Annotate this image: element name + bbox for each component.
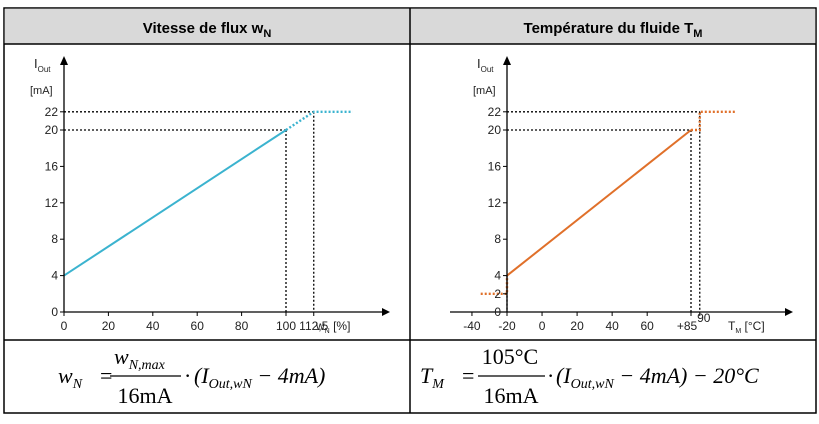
y-tick-label: 22 [45, 105, 59, 119]
x-tick-label: 60 [641, 319, 655, 333]
y-tick-label: 4 [51, 269, 58, 283]
formula-lhs: wN [58, 363, 83, 392]
x-tick-label: 112,5 [299, 319, 328, 333]
series-line [63, 129, 287, 277]
x-tick-label: -40 [463, 319, 481, 333]
series-line [691, 110, 735, 132]
y-axis-unit: [mA] [473, 85, 496, 97]
y-tick-label: 20 [488, 123, 502, 137]
formula-lhs: TM [420, 363, 445, 392]
formula-dot: · [184, 363, 191, 388]
series-line [285, 110, 353, 132]
x-tick-label: 20 [570, 319, 584, 333]
y-tick-label: 12 [488, 196, 502, 210]
y-tick-label: 4 [494, 269, 501, 283]
x-tick-label: 100 [276, 319, 296, 333]
formula-numerator: 105°C [482, 344, 538, 369]
x-tick-label: -20 [498, 319, 516, 333]
flow-speed-chart: 0 4 8 12 16 20 22 0 20 40 60 80 100 112,5 IOut [mA] wN [… [30, 56, 390, 335]
series-line [506, 129, 692, 277]
flow-speed-formula: wN = wN,max 16mA · (IOut,wN − 4mA) [58, 344, 325, 408]
y-axis-arrow [503, 56, 511, 65]
y-tick-label: 8 [51, 232, 58, 246]
y-tick-label: 0 [51, 305, 58, 319]
y-axis-arrow [60, 56, 68, 65]
x-tick-label: 80 [235, 319, 249, 333]
x-tick-label: 40 [146, 319, 160, 333]
right-header-title: Température du fluide TM [524, 20, 703, 40]
y-tick-label: 8 [494, 232, 501, 246]
formula-equals: = [462, 363, 474, 388]
y-tick-label: 2 [494, 287, 501, 301]
y-tick-label: 22 [488, 105, 502, 119]
right-header-cell [410, 8, 816, 44]
temperature-formula: TM = 105°C 16mA · (IOut,wN − 4mA) − 20°C [420, 344, 759, 408]
y-axis-label: IOut [477, 56, 494, 74]
formula-equals: = [100, 363, 112, 388]
formula-denominator: 16mA [118, 383, 173, 408]
left-header-cell [4, 8, 410, 44]
x-axis-label: wN [%] [315, 319, 350, 335]
x-axis-label: TM [°C] [728, 319, 765, 335]
y-tick-label: 0 [494, 305, 501, 319]
formula-paren: (IOut,wN − 4mA) − 20°C [556, 363, 759, 392]
x-tick-label: 20 [102, 319, 116, 333]
x-tick-label: 90 [697, 311, 711, 325]
y-tick-label: 16 [45, 159, 59, 173]
y-axis-label: IOut [34, 56, 51, 74]
table-grid [3, 7, 817, 414]
formula-numerator: wN,max [114, 344, 166, 373]
formula-dot: · [547, 363, 554, 388]
left-header-title: Vitesse de flux wN [143, 20, 272, 40]
y-tick-label: 12 [45, 196, 59, 210]
x-tick-label: 60 [191, 319, 205, 333]
y-axis-unit: [mA] [30, 85, 53, 97]
x-axis-arrow [382, 308, 390, 316]
series-line [480, 275, 509, 295]
x-axis-arrow [785, 308, 793, 316]
formula-denominator: 16mA [484, 383, 539, 408]
formula-paren: (IOut,wN − 4mA) [194, 363, 325, 392]
x-tick-label: 0 [539, 319, 546, 333]
x-tick-label: 0 [61, 319, 68, 333]
y-tick-label: 20 [45, 123, 59, 137]
x-tick-label: 40 [605, 319, 619, 333]
y-tick-label: 16 [488, 159, 502, 173]
x-tick-label: +85 [677, 319, 698, 333]
